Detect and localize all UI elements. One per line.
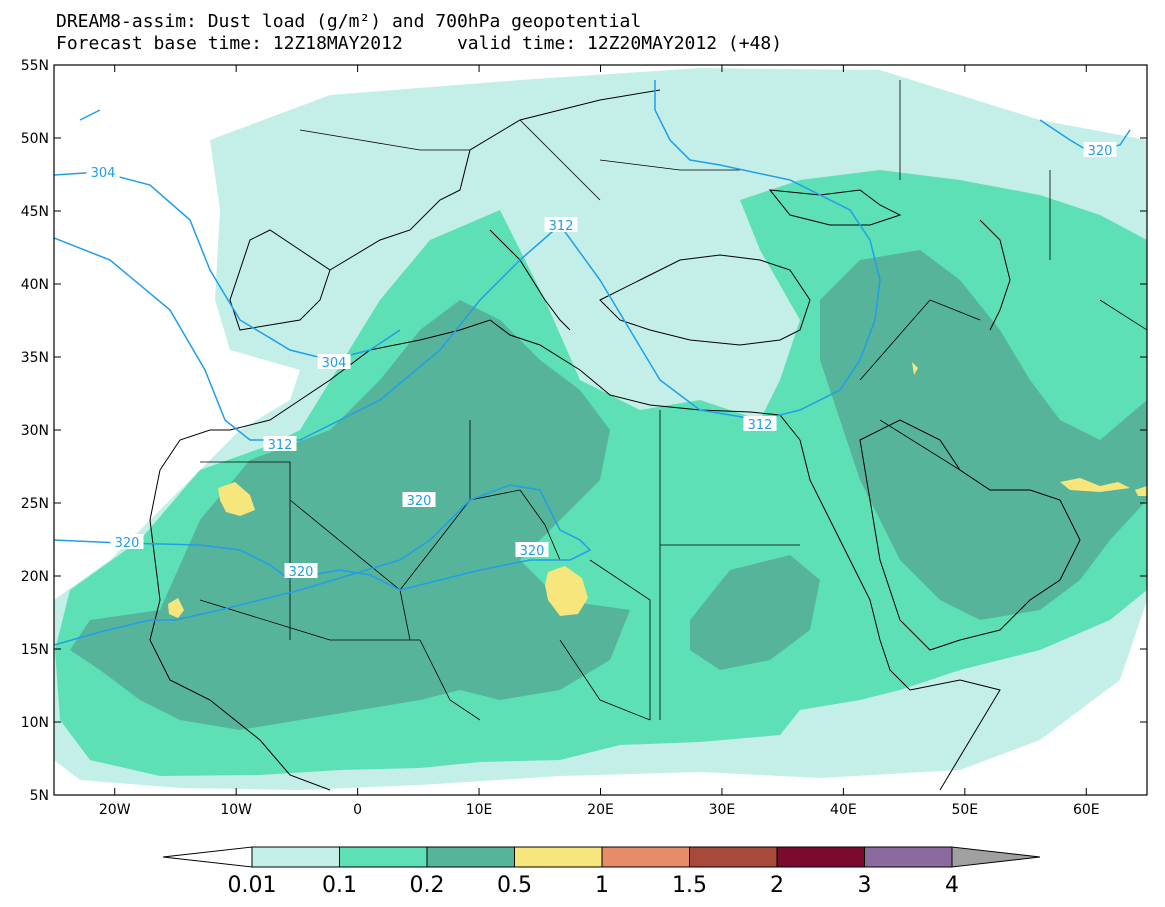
latitude-axis: 55N 50N 45N 40N 35N 30N 25N 20N 15N 10N 5N: [21, 58, 1147, 804]
legend-swatch: [864, 846, 953, 868]
contour-label-box: [263, 436, 297, 451]
lat-tick-label: 20N: [21, 569, 49, 585]
legend-label: 3: [858, 873, 872, 898]
contour-label: 312: [549, 219, 574, 234]
lat-tick-label: 45N: [21, 204, 49, 220]
contour-label: 304: [91, 166, 116, 181]
contour-label-box: [402, 492, 436, 507]
legend-swatch: [689, 846, 778, 868]
lat-tick-label: 10N: [21, 715, 49, 731]
dust-region-0-5-b: [545, 566, 588, 616]
dust-region-0-5-a: [218, 482, 255, 516]
contour-label-box: [284, 563, 318, 578]
lat-tick-label: 35N: [21, 350, 49, 366]
contour-label: 320: [289, 565, 314, 580]
coastlines: [149, 89, 1081, 791]
contour-labels: 304 304 312 312 312 320 320 320 320 320: [86, 142, 1117, 580]
contour-label: 320: [407, 494, 432, 509]
legend-label: 1: [595, 873, 609, 898]
legend-label: 4: [945, 873, 959, 898]
dust-region-0-5-c: [168, 598, 184, 618]
dust-region-0-2-sudan: [690, 555, 820, 670]
legend-label: 0.5: [497, 873, 532, 898]
contour-label: 320: [520, 544, 545, 559]
lat-tick-label: 5N: [30, 788, 49, 804]
legend-over-arrow: [951, 846, 1041, 868]
contour-label-box: [544, 217, 578, 232]
lon-tick-label: 0: [353, 802, 362, 818]
lon-tick-label: 40E: [830, 802, 857, 818]
contour-label-box: [515, 542, 549, 557]
chart-subtitle: Forecast base time: 12Z18MAY2012 valid t…: [56, 33, 783, 54]
lat-tick-label: 55N: [21, 58, 49, 74]
dust-region-0-5-f: [912, 362, 918, 375]
lon-tick-label: 10E: [466, 802, 493, 818]
contour-label: 312: [748, 418, 773, 433]
colorbar-legend: 0.01 0.1 0.2 0.5 1 1.5 2 3 4: [162, 846, 1041, 898]
lat-tick-label: 15N: [21, 642, 49, 658]
legend-label: 1.5: [672, 873, 707, 898]
lon-tick-label: 10W: [220, 802, 252, 818]
contour-label-box: [110, 534, 144, 549]
lat-tick-label: 50N: [21, 131, 49, 147]
legend-swatch: [251, 846, 340, 868]
legend-swatch: [776, 846, 865, 868]
dust-region-0-2: [70, 300, 630, 730]
lat-tick-label: 25N: [21, 496, 49, 512]
legend-swatch: [339, 846, 428, 868]
legend-label: 0.2: [410, 873, 445, 898]
contour-label-box: [86, 164, 120, 179]
contour-label: 304: [322, 356, 347, 371]
dust-region-0-5-e: [1135, 486, 1147, 496]
lon-tick-label: 60E: [1073, 802, 1100, 818]
contour-label: 312: [268, 438, 293, 453]
dust-region-0-5-d: [1060, 478, 1130, 492]
lon-tick-label: 20E: [587, 802, 614, 818]
contour-label-box: [743, 416, 777, 431]
legend-label: 2: [770, 873, 784, 898]
legend-swatch: [426, 846, 515, 868]
lat-tick-label: 40N: [21, 277, 49, 293]
legend-under-arrow: [162, 846, 253, 868]
contour-label-box: [1083, 142, 1117, 157]
country-borders: [199, 80, 1147, 721]
legend-swatch: [601, 846, 690, 868]
legend-label: 0.01: [228, 873, 277, 898]
lat-tick-label: 30N: [21, 423, 49, 439]
contour-label-box: [317, 354, 351, 369]
lon-tick-label: 20W: [99, 802, 131, 818]
contour-label: 320: [1088, 144, 1113, 159]
dust-fields: [54, 68, 1147, 791]
lon-tick-label: 50E: [951, 802, 978, 818]
lon-tick-label: 30E: [709, 802, 736, 818]
legend-swatch: [514, 846, 603, 868]
chart-title: DREAM8-assim: Dust load (g/m²) and 700hP…: [56, 11, 642, 32]
longitude-axis: 20W 10W 0 10E 20E 30E 40E 50E 60E: [99, 65, 1100, 818]
contour-label: 320: [115, 536, 140, 551]
dust-region-0-2-east: [820, 250, 1147, 620]
legend-label: 0.1: [322, 873, 357, 898]
